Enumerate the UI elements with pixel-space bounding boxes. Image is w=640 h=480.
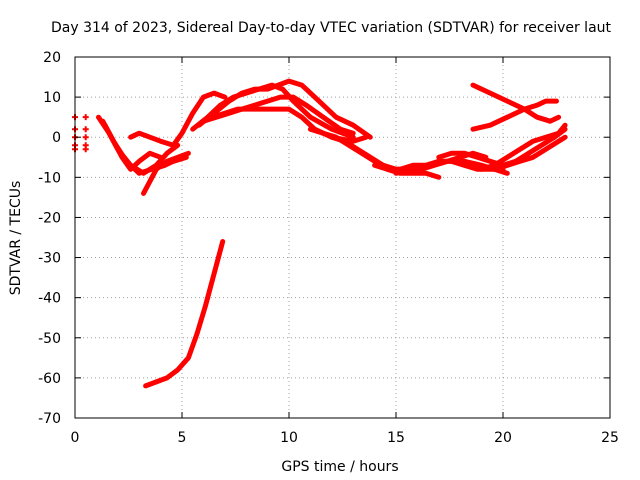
series-line-prn-r [470, 98, 559, 132]
y-tick-label: -50 [38, 331, 61, 347]
x-tick-label: 0 [71, 430, 80, 446]
series-line-prn-c [102, 122, 181, 176]
series-line-prn-d [128, 90, 228, 148]
y-axis-title: SDTVAR / TECUs [8, 181, 24, 296]
x-tick-label: 15 [387, 430, 405, 446]
x-tick-label: 25 [601, 430, 619, 446]
series-line-prn-o [479, 122, 568, 172]
series-group [96, 78, 568, 389]
edge-marker [82, 114, 89, 121]
x-tick-label: 20 [494, 430, 512, 446]
y-tick-label: -20 [38, 210, 61, 226]
y-tick-label: 20 [43, 50, 61, 66]
x-tick-label: 10 [280, 430, 298, 446]
edge-marker [82, 134, 89, 141]
y-tick-label: -30 [38, 251, 61, 267]
y-tick-label: -60 [38, 371, 61, 387]
y-tick-label: 0 [52, 130, 61, 146]
x-axis-title: GPS time / hours [281, 459, 398, 475]
series-line-prn-e [141, 150, 191, 196]
edge-marker [82, 126, 89, 133]
series-line-prn-g [196, 78, 373, 140]
series-line-prn-p [491, 134, 568, 172]
chart-title: Day 314 of 2023, Sidereal Day-to-day VTE… [51, 20, 612, 36]
plot-frame [74, 56, 611, 419]
axis-ticks: 0 5 10 15 20 25 20 10 0 -10 -20 -30 -40 -50 -60 -70 [38, 50, 619, 446]
series-line-prn-s [143, 239, 226, 389]
x-tick-label: 5 [178, 430, 187, 446]
y-tick-label: -10 [38, 170, 61, 186]
y-tick-label: 10 [43, 90, 61, 106]
y-tick-label: -70 [38, 411, 61, 427]
y-tick-label: -40 [38, 291, 61, 307]
edge-marker [82, 146, 89, 153]
